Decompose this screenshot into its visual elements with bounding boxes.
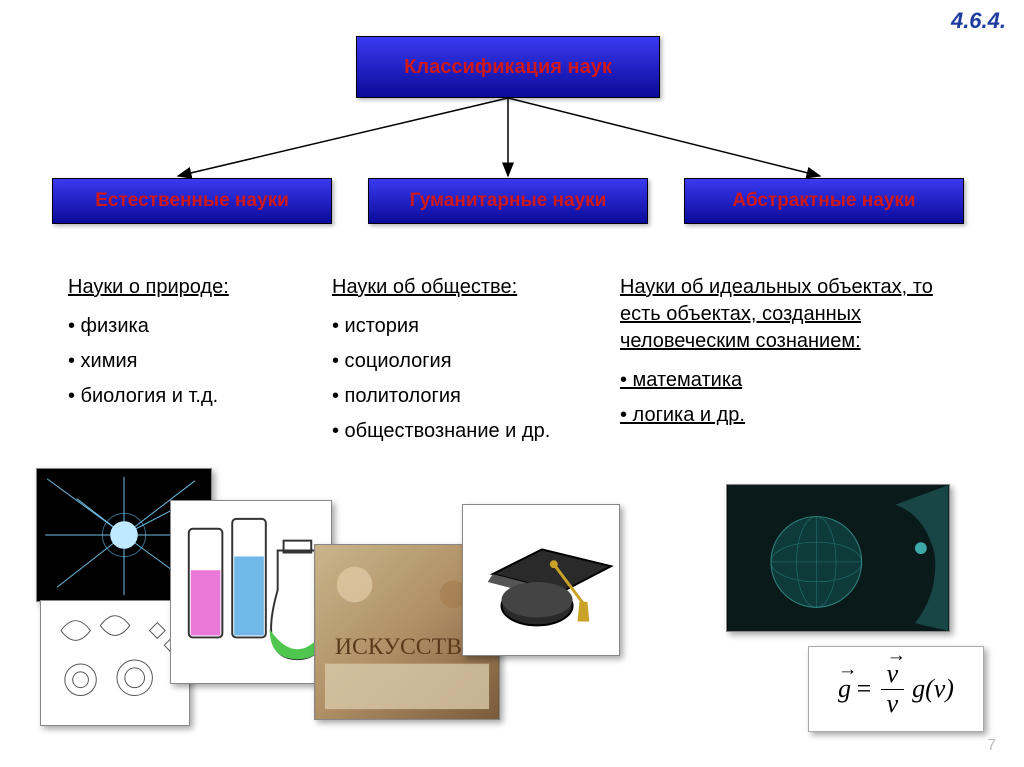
column-natural: Науки о природе: • физика • химия • биолог… [68, 274, 368, 420]
col-heading: Науки об идеальных объектах, то есть объ… [620, 274, 960, 355]
list-item: • математика [620, 369, 960, 392]
list-item: • обществознание и др. [332, 420, 632, 443]
list-item: • логика и др. [620, 404, 960, 427]
root-box: Классификация наук [356, 36, 660, 98]
list-item: • биология и т.д. [68, 385, 368, 408]
formula-box: g = v v g(v) [808, 646, 984, 732]
col-heading: Науки об обществе: [332, 274, 632, 301]
col-heading: Науки о природе: [68, 274, 368, 301]
page-number: 7 [987, 737, 996, 755]
list-item: • социология [332, 350, 632, 373]
list-item: • история [332, 315, 632, 338]
list-item: • физика [68, 315, 368, 338]
section-number: 4.6.4. [951, 8, 1006, 34]
child-box-2: Абстрактные науки [684, 178, 964, 224]
root-label: Классификация наук [404, 56, 612, 79]
list-item: • химия [68, 350, 368, 373]
column-human: Науки об обществе: • история • социология… [332, 274, 632, 455]
beakers-image [170, 500, 332, 684]
child-box-1: Гуманитарные науки [368, 178, 648, 224]
list-item: • политология [332, 385, 632, 408]
abstract-image [726, 484, 950, 632]
art-label: ИСКУССТВО [335, 634, 479, 660]
molecules-image [40, 600, 190, 726]
column-abstract: Науки об идеальных объектах, то есть объ… [620, 274, 960, 439]
child-box-0: Естественные науки [52, 178, 332, 224]
graduation-cap-image [462, 504, 620, 656]
